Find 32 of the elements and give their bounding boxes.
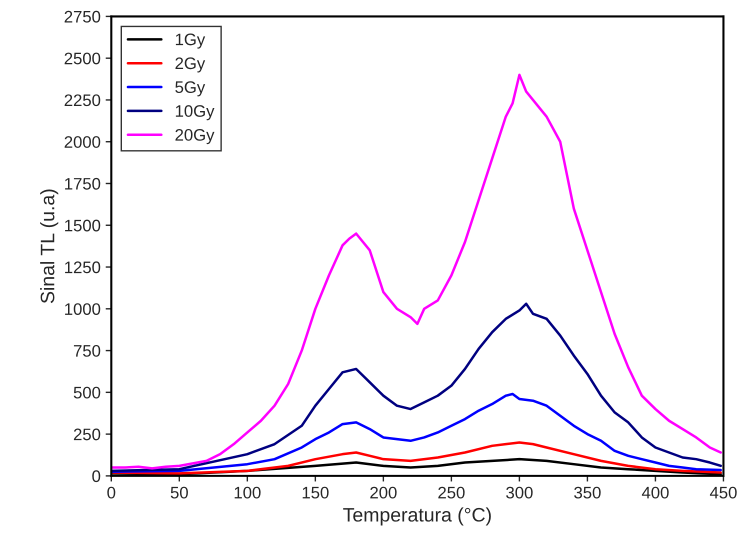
y-axis-title: Sinal TL (u.a) bbox=[40, 190, 58, 304]
y-tick-label: 1750 bbox=[65, 178, 100, 190]
x-axis-title: Temperatura (°C) bbox=[343, 507, 491, 526]
x-tick-label: 350 bbox=[574, 486, 601, 499]
y-tick-label: 2250 bbox=[64, 94, 100, 106]
line-series bbox=[111, 302, 722, 472]
legend-label: 10Gy bbox=[176, 105, 214, 120]
y-tick-label: 2750 bbox=[64, 10, 100, 23]
x-tick-label: 400 bbox=[642, 486, 669, 499]
x-tick-label: 150 bbox=[302, 486, 329, 499]
legend-label: 5Gy bbox=[175, 81, 206, 96]
x-tick-label: 250 bbox=[438, 486, 465, 499]
y-tick-label: 250 bbox=[74, 428, 100, 440]
x-tick-label: 100 bbox=[234, 486, 261, 499]
x-tick-label: 0 bbox=[107, 486, 116, 499]
legend-label: 1Gy bbox=[176, 34, 206, 49]
y-tick-label: 2000 bbox=[64, 136, 100, 148]
line-series bbox=[111, 74, 722, 470]
x-tick-label: 50 bbox=[170, 486, 188, 499]
y-tick-label: 750 bbox=[74, 344, 100, 357]
y-tick-label: 2500 bbox=[64, 52, 100, 64]
legend-label: 2Gy bbox=[175, 57, 206, 72]
x-tick-label: 450 bbox=[710, 486, 737, 499]
line-series bbox=[111, 392, 722, 473]
y-tick-label: 500 bbox=[74, 386, 100, 399]
x-tick-label: 300 bbox=[506, 486, 533, 499]
y-tick-label: 1250 bbox=[65, 261, 100, 274]
y-tick-label: 1000 bbox=[65, 303, 100, 316]
legend-label: 20Gy bbox=[175, 128, 214, 144]
y-tick-label: 1500 bbox=[65, 220, 100, 232]
x-tick-label: 200 bbox=[370, 486, 397, 499]
y-tick-label: 0 bbox=[92, 470, 100, 482]
